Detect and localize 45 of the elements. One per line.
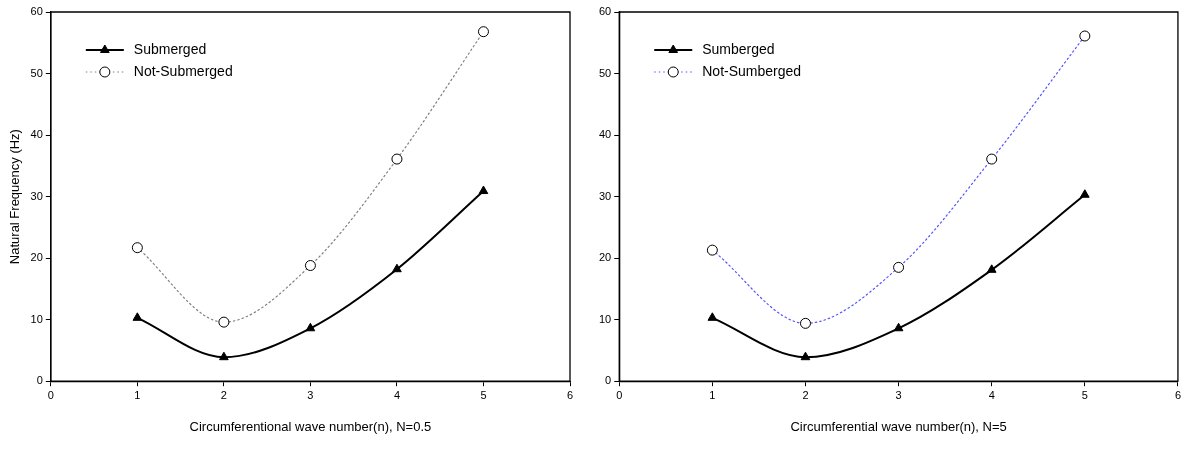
point [132,312,143,321]
legend-label: Not-Submerged [133,62,233,79]
point [478,185,489,195]
point [707,312,718,321]
point [392,263,402,273]
legend-label: Sumberged [702,40,775,57]
y-tick-label: 20 [30,251,43,264]
point [893,322,904,332]
x-axis-title: Circumferentional wave number(n), N=0.5 [189,418,432,434]
point [1079,189,1090,198]
x-tick-label: 4 [988,388,995,401]
y-tick-label: 10 [30,312,43,325]
point [986,264,997,273]
point [800,351,811,361]
x-tick-label: 5 [1081,388,1088,401]
legend-label: Submerged [133,40,207,57]
legend-label: Not-Sumberged [702,62,802,79]
point [305,322,316,332]
x-tick-label: 4 [393,388,401,401]
x-tick-label: 1 [134,388,141,401]
x-tick-label: 0 [47,388,54,401]
y-tick-label: 0 [605,374,612,387]
x-tick-label: 6 [566,388,574,401]
x-tick-label: 0 [616,388,623,401]
y-tick-label: 60 [30,5,43,18]
x-tick-label: 1 [709,388,716,401]
y-tick-label: 40 [30,128,43,141]
y-tick-label: 20 [598,251,612,264]
x-tick-label: 2 [802,388,809,401]
y-tick-label: 50 [30,66,43,79]
y-tick-label: 40 [598,128,612,141]
y-axis-title: Natural Frequency (Hz) [7,129,23,265]
x-tick-label: 3 [895,388,902,401]
x-tick-label: 3 [307,388,314,401]
x-axis-title: Circumferential wave number(n), N=5 [790,418,1007,434]
y-tick-label: 60 [598,5,612,18]
y-tick-label: 30 [30,189,43,202]
y-tick-label: 30 [598,189,612,202]
x-tick-label: 5 [480,388,487,401]
x-tick-label: 6 [1174,388,1181,401]
y-tick-label: 50 [598,66,612,79]
point [219,351,229,361]
x-tick-label: 2 [220,388,227,401]
y-tick-label: 10 [598,312,612,325]
y-tick-label: 0 [36,374,43,387]
